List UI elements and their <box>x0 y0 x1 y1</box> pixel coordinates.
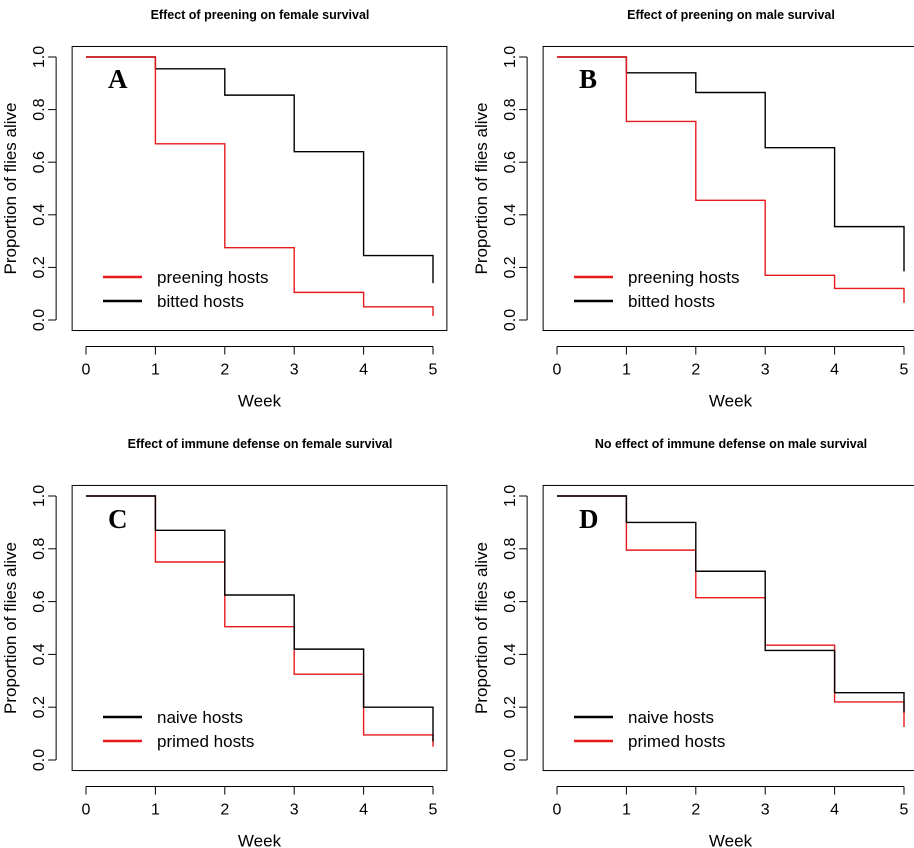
panel-a-x-tick-label: 0 <box>82 362 91 379</box>
panel-a-title: Effect of preening on female survival <box>151 8 370 22</box>
panel-a-legend-label-bitted-hosts: bitted hosts <box>157 292 244 311</box>
panel-c-y-tick-label: 0.6 <box>31 590 48 612</box>
panel-d-y-tick-label: 0.2 <box>502 696 519 718</box>
panel-d-x-tick-label: 3 <box>761 802 770 819</box>
panel-d-letter: D <box>579 504 599 534</box>
panel-b-frame <box>542 45 914 332</box>
panel-a-y-tick-label: 0.6 <box>31 151 48 173</box>
panel-b-y-tick-label: 0.0 <box>502 309 519 331</box>
panel-a-y-tick-label: 0.8 <box>31 98 48 120</box>
panel-b-y-tick-label: 1.0 <box>502 46 519 68</box>
panel-a-x-tick-label: 2 <box>220 362 229 379</box>
panel-d-x-tick-label: 1 <box>622 802 631 819</box>
panel-b-x-tick-label: 2 <box>691 362 700 379</box>
panel-d-x-tick-label: 5 <box>900 802 909 819</box>
panel-b-x-tick-label: 3 <box>761 362 770 379</box>
panel-b-y-axis-label: Proportion of flies alive <box>472 103 491 275</box>
panel-d-y-tick-label: 0.6 <box>502 590 519 612</box>
panel-a-y-tick-label: 0.4 <box>31 204 48 226</box>
panel-c-title: Effect of immune defense on female survi… <box>128 437 393 451</box>
panel-a-x-tick-label: 5 <box>429 362 438 379</box>
panel-c-x-tick-label: 2 <box>220 802 229 819</box>
panel-b-x-tick-label: 5 <box>900 362 909 379</box>
panel-d-frame <box>542 484 914 772</box>
panel-d-y-tick-label: 0.8 <box>502 538 519 560</box>
panel-c-x-tick-label: 3 <box>290 802 299 819</box>
panel-b-letter: B <box>579 64 597 94</box>
panel-a-x-axis-label: Week <box>238 392 282 411</box>
panel-b-legend-label-preening-hosts: preening hosts <box>628 268 740 287</box>
panel-a-x-tick-label: 4 <box>359 362 368 379</box>
panel-b-y-tick-label: 0.8 <box>502 98 519 120</box>
panel-c-x-axis-label: Week <box>238 832 282 848</box>
panel-a: Effect of preening on female survival 0 1 2… <box>1 8 448 411</box>
panel-a-legend-label-preening-hosts: preening hosts <box>157 268 269 287</box>
panel-b-x-tick-label: 4 <box>830 362 839 379</box>
panel-a-series-preening-hosts <box>86 56 434 317</box>
panel-b-x-axis-label: Week <box>709 392 753 411</box>
panel-b-x-tick-label: 1 <box>622 362 631 379</box>
panel-b-legend-label-bitted-hosts: bitted hosts <box>628 292 715 311</box>
panel-b-series-preening-hosts <box>557 56 905 303</box>
panel-b: Effect of preening on male survival 0 1 2 3 4… <box>472 8 914 411</box>
panel-c-legend-label-primed-hosts: primed hosts <box>157 732 254 751</box>
panel-d-series-naive-hosts <box>557 495 905 713</box>
panel-a-y-tick-label: 0.0 <box>31 309 48 331</box>
panel-d-x-tick-label: 4 <box>830 802 839 819</box>
panel-d-x-tick-label: 2 <box>691 802 700 819</box>
panel-a-y-tick-label: 0.2 <box>31 256 48 278</box>
panel-b-y-tick-label: 0.6 <box>502 151 519 173</box>
panel-a-y-tick-label: 1.0 <box>31 46 48 68</box>
panel-c-x-tick-label: 5 <box>429 802 438 819</box>
panel-d-title: No effect of immune defense on male surv… <box>595 437 867 451</box>
panel-c-x-tick-label: 1 <box>151 802 160 819</box>
panel-c-y-tick-label: 0.8 <box>31 538 48 560</box>
panel-d-legend-label-primed-hosts: primed hosts <box>628 732 725 751</box>
panel-b-x-tick-label: 0 <box>553 362 562 379</box>
panel-b-series-bitted-hosts <box>557 56 905 272</box>
panel-d-x-tick-label: 0 <box>553 802 562 819</box>
panel-c-y-tick-label: 0.4 <box>31 643 48 665</box>
panel-c-x-tick-label: 0 <box>82 802 91 819</box>
panel-d-y-tick-label: 0.4 <box>502 643 519 665</box>
panel-d-legend-label-naive-hosts: naive hosts <box>628 708 714 727</box>
panel-c-letter: C <box>108 504 128 534</box>
panel-b-y-tick-label: 0.4 <box>502 204 519 226</box>
panel-a-series-bitted-hosts <box>86 56 434 284</box>
panel-a-y-axis-label: Proportion of flies alive <box>1 103 20 275</box>
panel-d-x-axis-label: Week <box>709 832 753 848</box>
panel-c-series-naive-hosts <box>86 495 434 742</box>
panel-c: Effect of immune defense on female survi… <box>1 437 448 848</box>
panel-a-x-tick-label: 1 <box>151 362 160 379</box>
panel-a-frame <box>71 45 448 332</box>
panel-a-x-tick-label: 3 <box>290 362 299 379</box>
panel-c-frame <box>71 484 448 772</box>
panel-c-y-axis-label: Proportion of flies alive <box>1 542 20 714</box>
panel-c-x-tick-label: 4 <box>359 802 368 819</box>
panel-c-series-primed-hosts <box>86 495 434 747</box>
panel-b-y-tick-label: 0.2 <box>502 256 519 278</box>
panel-c-y-tick-label: 1.0 <box>31 485 48 507</box>
panel-d-y-tick-label: 0.0 <box>502 749 519 771</box>
panel-c-y-tick-label: 0.2 <box>31 696 48 718</box>
panel-d-y-axis-label: Proportion of flies alive <box>472 542 491 714</box>
panel-c-y-tick-label: 0.0 <box>31 749 48 771</box>
panel-b-title: Effect of preening on male survival <box>627 8 835 22</box>
panel-c-legend-label-naive-hosts: naive hosts <box>157 708 243 727</box>
panel-d-y-tick-label: 1.0 <box>502 485 519 507</box>
panel-a-letter: A <box>108 64 128 94</box>
panel-d: No effect of immune defense on male surv… <box>472 437 914 848</box>
